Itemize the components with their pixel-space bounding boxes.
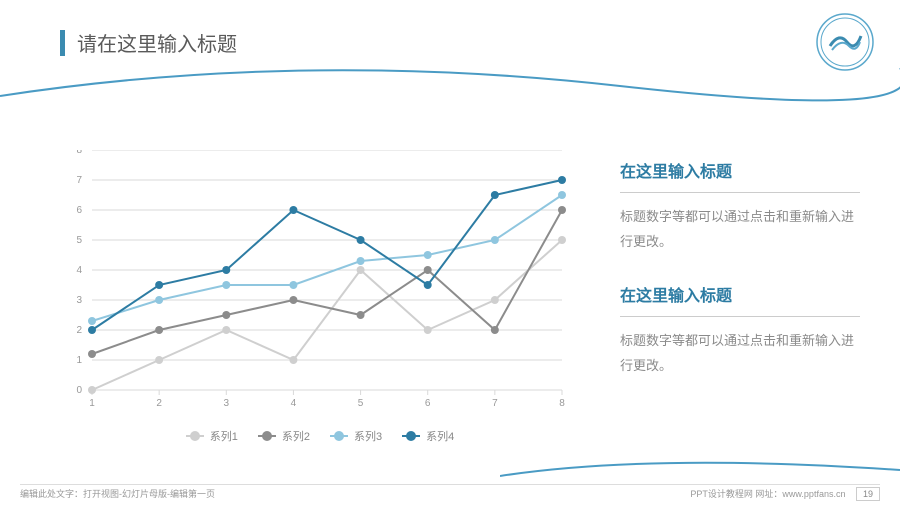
footer: 编辑此处文字：打开视图-幻灯片母版-编辑第一页 PPT设计教程网 网址：www.… xyxy=(20,484,880,500)
svg-text:4: 4 xyxy=(76,265,82,276)
svg-text:7: 7 xyxy=(76,175,82,186)
chart-legend: 系列1 系列2 系列3 系列4 xyxy=(60,428,580,444)
section-title[interactable]: 在这里输入标题 xyxy=(620,158,860,193)
legend-item: 系列1 xyxy=(186,428,238,444)
svg-text:8: 8 xyxy=(76,150,82,156)
slide: 请在这里输入标题 01234567812345678 系列1系列2系列3系列4 … xyxy=(0,0,900,506)
title-accent xyxy=(60,30,65,56)
svg-text:1: 1 xyxy=(76,355,82,366)
section-title[interactable]: 在这里输入标题 xyxy=(620,282,860,317)
footer-right-label[interactable]: PPT设计教程网 网址：www.pptfans.cn xyxy=(690,489,845,499)
org-logo xyxy=(815,12,875,72)
footer-left-text[interactable]: 编辑此处文字：打开视图-幻灯片母版-编辑第一页 xyxy=(20,487,215,500)
legend-item: 系列3 xyxy=(330,428,382,444)
svg-text:8: 8 xyxy=(559,398,565,409)
svg-text:1: 1 xyxy=(89,398,95,409)
page-number: 19 xyxy=(856,487,880,501)
svg-text:6: 6 xyxy=(425,398,431,409)
legend-label: 系列1 xyxy=(210,428,238,444)
svg-text:7: 7 xyxy=(492,398,498,409)
legend-label: 系列3 xyxy=(354,428,382,444)
svg-text:4: 4 xyxy=(291,398,297,409)
content-area: 01234567812345678 系列1系列2系列3系列4 在这里输入标题标题… xyxy=(60,150,860,446)
chart-svg: 01234567812345678 xyxy=(60,150,580,420)
svg-text:3: 3 xyxy=(224,398,230,409)
page-title[interactable]: 请在这里输入标题 xyxy=(77,28,237,57)
section-body[interactable]: 标题数字等都可以通过点击和重新输入进行更改。 xyxy=(620,205,860,254)
svg-text:2: 2 xyxy=(76,325,82,336)
svg-text:3: 3 xyxy=(76,295,82,306)
svg-text:2: 2 xyxy=(156,398,162,409)
swoosh-top xyxy=(0,58,900,118)
title-bar: 请在这里输入标题 xyxy=(60,28,237,57)
svg-text:0: 0 xyxy=(76,385,82,396)
footer-right: PPT设计教程网 网址：www.pptfans.cn 19 xyxy=(690,487,880,500)
svg-text:6: 6 xyxy=(76,205,82,216)
swoosh-bottom xyxy=(500,448,900,488)
legend-label: 系列4 xyxy=(426,428,454,444)
text-panel: 在这里输入标题标题数字等都可以通过点击和重新输入进行更改。在这里输入标题标题数字… xyxy=(580,150,860,446)
section-body[interactable]: 标题数字等都可以通过点击和重新输入进行更改。 xyxy=(620,329,860,378)
svg-text:5: 5 xyxy=(76,235,82,246)
legend-label: 系列2 xyxy=(282,428,310,444)
legend-item: 系列4 xyxy=(402,428,454,444)
svg-text:5: 5 xyxy=(358,398,364,409)
legend-item: 系列2 xyxy=(258,428,310,444)
line-chart: 01234567812345678 系列1系列2系列3系列4 xyxy=(60,150,580,440)
